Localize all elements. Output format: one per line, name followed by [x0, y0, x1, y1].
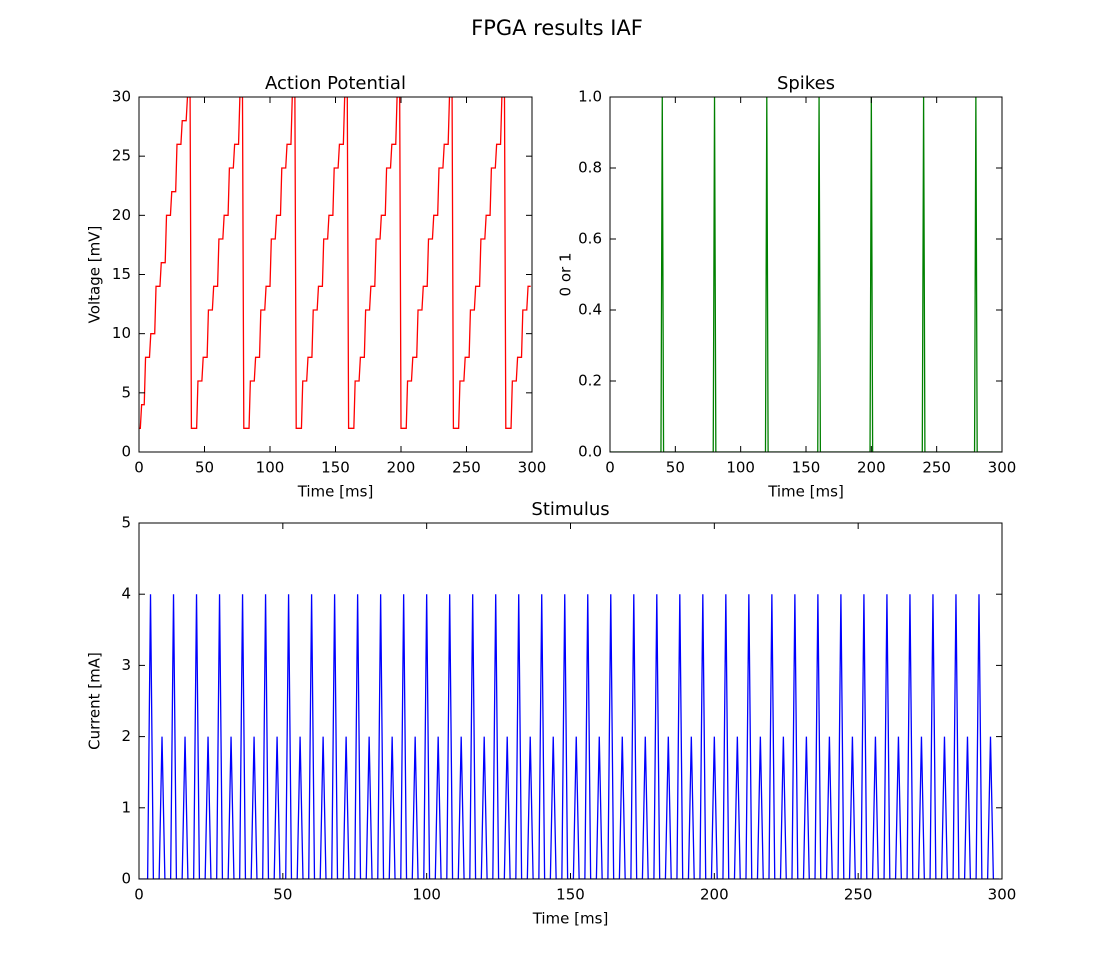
x-tick-label: 300 [988, 886, 1017, 904]
data-line [139, 594, 1000, 879]
x-tick-label: 250 [922, 459, 951, 477]
y-tick-label: 0 [121, 443, 131, 461]
y-tick-label: 0.0 [578, 443, 602, 461]
x-tick-label: 0 [605, 459, 615, 477]
x-tick-label: 150 [556, 886, 585, 904]
x-tick-label: 100 [412, 886, 441, 904]
y-tick-label: 30 [112, 88, 131, 106]
axes-title: Spikes [777, 73, 835, 94]
x-axis-label: Time [ms] [767, 483, 844, 501]
y-tick-label: 3 [121, 656, 131, 674]
y-tick-label: 15 [112, 265, 131, 283]
x-tick-label: 100 [256, 459, 285, 477]
x-tick-label: 50 [273, 886, 292, 904]
y-tick-label: 0.6 [578, 230, 602, 248]
x-tick-label: 50 [666, 459, 685, 477]
plot-area [139, 97, 531, 429]
x-tick-label: 0 [134, 886, 144, 904]
figure-title: FPGA results IAF [471, 16, 643, 40]
subplot: 0 50 100 150 200 250 300 0 1 2 3 4 5 Stimulus Time [ms… [86, 499, 1017, 928]
x-tick-label: 200 [387, 459, 416, 477]
y-tick-label: 0.4 [578, 301, 602, 319]
plot-area [139, 594, 1000, 879]
subplot: 0 50 100 150 200 250 300 0.0 0.2 0.4 0.6 0.8 1.0 Spik… [557, 73, 1017, 501]
y-tick-label: 1 [121, 798, 131, 816]
y-tick-label: 5 [121, 383, 131, 401]
y-tick-label: 4 [121, 585, 131, 603]
y-tick-label: 0.8 [578, 159, 602, 177]
subplot: 0 50 100 150 200 250 300 0 5 10 15 20 25 30 Action Pot… [86, 73, 547, 501]
x-tick-label: 200 [857, 459, 886, 477]
y-axis-label: Current [mA] [86, 652, 104, 750]
x-tick-label: 150 [321, 459, 350, 477]
y-tick-label: 1.0 [578, 88, 602, 106]
y-axis-label: Voltage [mV] [86, 226, 104, 324]
x-tick-label: 300 [988, 459, 1017, 477]
x-tick-label: 150 [792, 459, 821, 477]
x-axis-label: Time [ms] [297, 483, 374, 501]
x-tick-label: 0 [134, 459, 144, 477]
y-tick-label: 5 [121, 514, 131, 532]
y-tick-label: 20 [112, 206, 131, 224]
axes-title: Action Potential [265, 73, 406, 94]
x-tick-label: 100 [726, 459, 755, 477]
y-tick-label: 25 [112, 147, 131, 165]
data-line [139, 97, 531, 429]
y-tick-label: 0 [121, 870, 131, 888]
x-axis-label: Time [ms] [532, 910, 609, 928]
x-tick-label: 50 [195, 459, 214, 477]
y-tick-label: 0.2 [578, 372, 602, 390]
x-tick-label: 250 [844, 886, 873, 904]
y-tick-label: 2 [121, 727, 131, 745]
y-axis-label: 0 or 1 [557, 253, 575, 297]
y-tick-label: 10 [112, 324, 131, 342]
x-tick-label: 200 [700, 886, 729, 904]
axes-title: Stimulus [531, 499, 609, 520]
x-tick-label: 250 [452, 459, 481, 477]
x-tick-label: 300 [518, 459, 547, 477]
